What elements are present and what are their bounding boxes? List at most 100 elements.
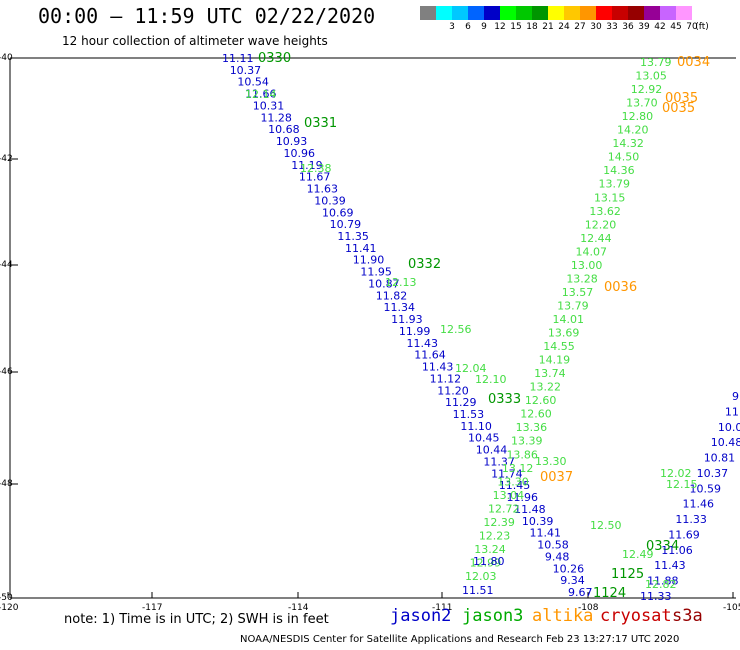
wave-height-value: 13.79	[640, 56, 672, 69]
wave-height-value: 14.07	[576, 245, 608, 258]
wave-height-value: 10.39	[522, 515, 554, 528]
satellite-label-jason3: jason3	[462, 606, 524, 626]
legend-swatch	[644, 6, 660, 20]
wave-height-value: 13.36	[516, 421, 548, 434]
wave-height-value: 12.72	[488, 502, 520, 515]
wave-height-value: 13.05	[635, 70, 667, 83]
wave-height-value: 12.60	[520, 408, 552, 421]
wave-height-value: 10.96	[284, 147, 316, 160]
wave-height-value: 10.39	[314, 194, 346, 207]
wave-height-value: 10.58	[537, 539, 569, 552]
wave-height-value: 11.43	[407, 337, 439, 350]
wave-height-value: 12.15	[666, 478, 698, 491]
wave-height-value: 11.37	[483, 455, 515, 468]
legend-swatch	[628, 6, 644, 20]
legend-swatch	[516, 6, 532, 20]
wave-height-value: 10.02	[718, 421, 740, 434]
lon-tick-label: -105	[723, 603, 740, 613]
wave-height-value: 10.59	[690, 482, 722, 495]
lat-tick-label: -40	[0, 53, 13, 63]
wave-height-value: 14.50	[608, 151, 640, 164]
wave-height-value: 13.12	[502, 462, 534, 475]
time-label: 0334	[646, 539, 679, 554]
wave-height-value: 12.80	[622, 110, 654, 123]
wave-height-value: 11.12	[430, 372, 462, 385]
lat-tick-label: -46	[0, 367, 13, 377]
lat-tick-label: -48	[0, 479, 13, 489]
lon-tick-label: -108	[578, 603, 599, 613]
time-label: 1124	[593, 586, 626, 601]
legend-label: 45	[670, 22, 682, 32]
wave-height-value: 11.74	[491, 467, 522, 480]
legend-label: 21	[542, 22, 554, 32]
legend-swatch	[532, 6, 548, 20]
wave-height-value: 13.69	[548, 327, 580, 340]
wave-height-value: 10.48	[711, 436, 740, 449]
note-text: note: 1) Time is in UTC; 2) SWH is in fe…	[64, 612, 329, 627]
wave-height-value: 9.34	[560, 574, 585, 587]
wave-height-value: 14.20	[617, 124, 649, 137]
satellite-label-jason2: jason2	[390, 606, 452, 626]
wave-height-value: 13.70	[626, 97, 658, 110]
wave-height-value: 12.38	[300, 162, 332, 175]
wave-height-value: 11.45	[499, 479, 531, 492]
lon-tick-label: -111	[432, 603, 452, 613]
legend-label: 27	[574, 22, 586, 32]
wave-height-value: 11.63	[307, 183, 339, 196]
wave-height-value: 11.69	[668, 528, 700, 541]
lon-tick-label: -114	[288, 603, 309, 613]
wave-height-value: 12.92	[631, 83, 663, 96]
wave-height-value: 13.00	[571, 259, 603, 272]
page-title: 00:00 – 11:59 UTC 02/22/2020	[38, 4, 376, 28]
wave-height-value: 11.06	[661, 544, 693, 557]
time-label: 0331	[304, 116, 337, 131]
wave-height-value: 13.86	[506, 448, 538, 461]
wave-height-value: 12.13	[385, 276, 417, 289]
wave-height-value: 11.93	[391, 313, 423, 326]
satellite-label-cryosat: cryosat	[600, 606, 672, 626]
wave-height-value: 14.55	[543, 340, 575, 353]
legend-swatch	[596, 6, 612, 20]
legend-label: 18	[526, 22, 538, 32]
page-subtitle: 12 hour collection of altimeter wave hei…	[62, 34, 328, 48]
wave-height-value: 10.45	[468, 432, 500, 445]
wave-height-value: 13.30	[535, 455, 567, 468]
time-label: 0035	[662, 101, 695, 116]
legend-swatch	[500, 6, 516, 20]
time-label: 0332	[408, 257, 441, 272]
wave-height-value: 10.37	[230, 64, 262, 77]
wave-height-value: 11.33	[640, 590, 672, 603]
time-label: 0330	[258, 51, 291, 66]
wave-height-value: 12.99	[470, 556, 502, 569]
wave-height-value: 11.20	[437, 384, 469, 397]
wave-height-value: 12.82	[645, 578, 677, 591]
wave-height-value: 13.39	[511, 435, 542, 448]
lat-tick-label: -44	[0, 260, 13, 270]
wave-height-value: 11.43	[654, 559, 686, 572]
wave-height-value: 14.01	[553, 313, 585, 326]
wave-height-value: 11.48	[514, 503, 546, 516]
wave-height-value: 11.34	[383, 301, 415, 314]
wave-height-value: 9	[732, 390, 739, 403]
time-label: 0036	[604, 280, 637, 295]
wave-height-value: 12.10	[475, 373, 507, 386]
lon-tick-label: -120	[0, 603, 19, 613]
lat-tick-label: -42	[0, 154, 13, 164]
legend-swatch	[612, 6, 628, 20]
legend-swatch	[580, 6, 596, 20]
wave-height-value: 11.53	[453, 408, 485, 421]
wave-height-value: 14.19	[539, 354, 571, 367]
wave-height-value: 12.56	[440, 323, 472, 336]
wave-height-value: 11.51	[462, 584, 494, 597]
time-label: 0034	[677, 55, 710, 70]
wave-height-value: 12.50	[590, 519, 622, 532]
satellite-label-s3a: s3a	[672, 606, 703, 626]
wave-height-value: 11.35	[337, 230, 369, 243]
wave-height-value: 11.99	[399, 325, 431, 338]
wave-height-value: 10.69	[322, 206, 354, 219]
time-label: 0035	[665, 91, 698, 106]
wave-height-value: 12.02	[660, 467, 692, 480]
lon-tick-label: -117	[142, 603, 162, 613]
wave-height-value: 12.49	[622, 548, 654, 561]
wave-height-value: 13.04	[493, 489, 525, 502]
